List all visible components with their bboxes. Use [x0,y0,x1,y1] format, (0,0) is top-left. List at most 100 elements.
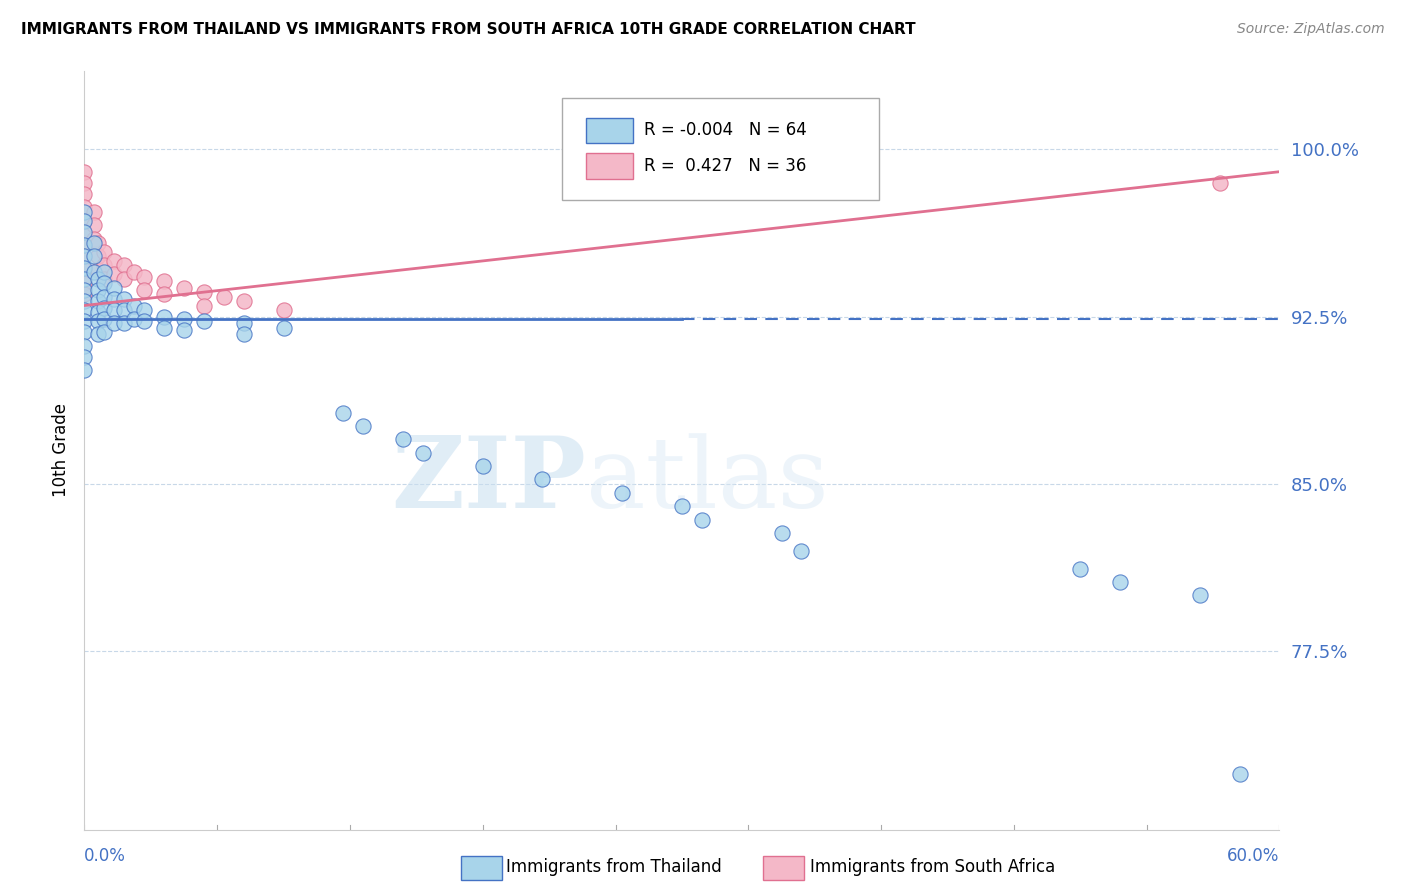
Point [153,274,176,288]
Point [87,262,110,277]
Point [273,320,295,334]
Point [173,323,195,337]
Point [73,260,96,275]
Text: R =  0.427   N = 36: R = 0.427 N = 36 [644,157,806,175]
Point [1209,176,1232,190]
Point [173,311,195,326]
Point [73,225,96,239]
Point [73,283,96,297]
Point [83,204,105,219]
Point [471,458,494,473]
Point [83,265,105,279]
Point [173,280,195,294]
Text: 60.0%: 60.0% [1227,847,1279,865]
Point [132,302,156,317]
Point [87,249,110,263]
FancyBboxPatch shape [586,153,633,179]
Point [73,302,96,317]
Point [132,269,156,284]
Point [352,418,374,433]
Point [790,543,813,558]
Text: 0.0%: 0.0% [84,847,127,865]
Point [153,287,176,301]
Point [73,200,96,214]
Point [112,316,135,330]
Point [770,525,793,540]
Point [87,271,110,285]
Point [112,271,135,285]
Text: R = -0.004   N = 64: R = -0.004 N = 64 [644,121,807,139]
Point [531,472,554,486]
Point [112,292,135,306]
Point [332,405,354,419]
Point [73,238,96,252]
Y-axis label: 10th Grade: 10th Grade [52,403,70,498]
Point [73,287,96,301]
Point [1069,561,1091,575]
Point [73,271,96,285]
Point [93,289,115,303]
Point [690,512,713,526]
Point [671,499,693,513]
Point [93,271,115,285]
Point [193,298,215,312]
Point [73,213,96,227]
Text: Immigrants from Thailand: Immigrants from Thailand [506,858,721,876]
Point [232,316,254,330]
Point [73,204,96,219]
Point [73,363,96,377]
Point [73,325,96,339]
Point [612,485,634,500]
Point [193,285,215,299]
Point [103,253,125,268]
Point [103,267,125,281]
Point [93,325,115,339]
Point [83,218,105,232]
Point [87,327,110,342]
Point [153,310,176,324]
Point [93,311,115,326]
Point [83,235,105,250]
Point [1229,766,1251,780]
Point [273,302,295,317]
Text: ZIP: ZIP [391,433,586,529]
Point [73,249,96,263]
Point [73,338,96,352]
Point [232,327,254,342]
Point [73,262,96,277]
Point [87,314,110,328]
Point [103,280,125,294]
Point [103,302,125,317]
Point [73,164,96,178]
Text: atlas: atlas [586,433,830,529]
Text: IMMIGRANTS FROM THAILAND VS IMMIGRANTS FROM SOUTH AFRICA 10TH GRADE CORRELATION : IMMIGRANTS FROM THAILAND VS IMMIGRANTS F… [21,22,915,37]
Text: Source: ZipAtlas.com: Source: ZipAtlas.com [1237,22,1385,37]
Point [1109,574,1132,589]
Point [93,301,115,315]
Point [412,445,434,459]
Point [112,258,135,272]
Point [1188,588,1211,602]
FancyBboxPatch shape [562,98,879,201]
Point [87,235,110,250]
Point [87,283,110,297]
Point [87,293,110,308]
Point [122,311,145,326]
Point [232,293,254,308]
Point [93,265,115,279]
Text: Immigrants from South Africa: Immigrants from South Africa [810,858,1054,876]
FancyBboxPatch shape [586,118,633,144]
Point [212,289,235,303]
Point [73,176,96,190]
Point [87,305,110,319]
Point [122,265,145,279]
Point [103,292,125,306]
Point [73,225,96,239]
Point [93,276,115,290]
Point [93,258,115,272]
Point [132,314,156,328]
Point [83,249,105,263]
Point [93,244,115,259]
Point [73,249,96,263]
Point [193,314,215,328]
